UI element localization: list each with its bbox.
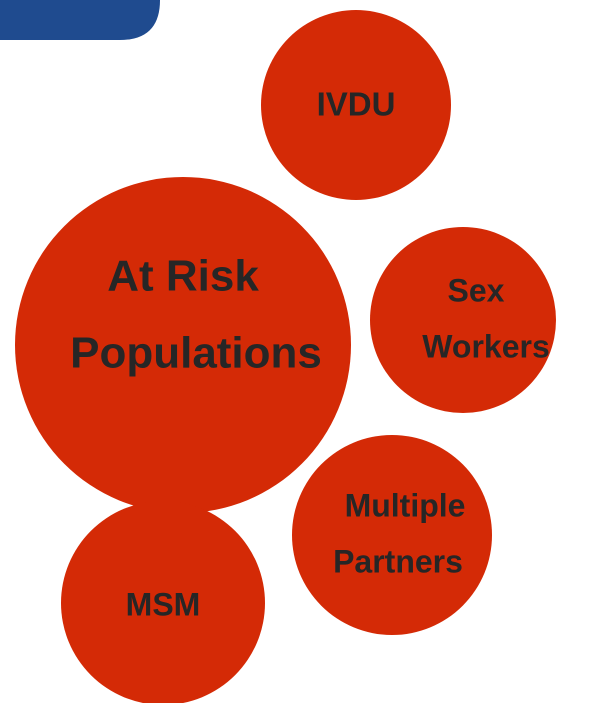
node-label: Multiple [345,487,466,523]
node-label: MSM [126,586,201,622]
node-label: Populations [70,329,322,378]
node-circle [292,435,492,635]
node: At Risk Populations [15,177,351,513]
node-circle [261,10,451,200]
node: IVDU [261,10,451,200]
node-circle [15,177,351,513]
node-label: Workers [422,328,549,364]
node: Sex Workers [370,227,556,413]
header-tab [0,0,160,40]
node-label: Partners [333,543,463,579]
node-label: At Risk [107,252,259,301]
node-circle [61,501,265,703]
node: MSM [61,501,265,703]
node-label: Sex [448,272,505,308]
node: Multiple Partners [292,435,492,635]
node-circle [370,227,556,413]
node-label: IVDU [317,86,396,123]
